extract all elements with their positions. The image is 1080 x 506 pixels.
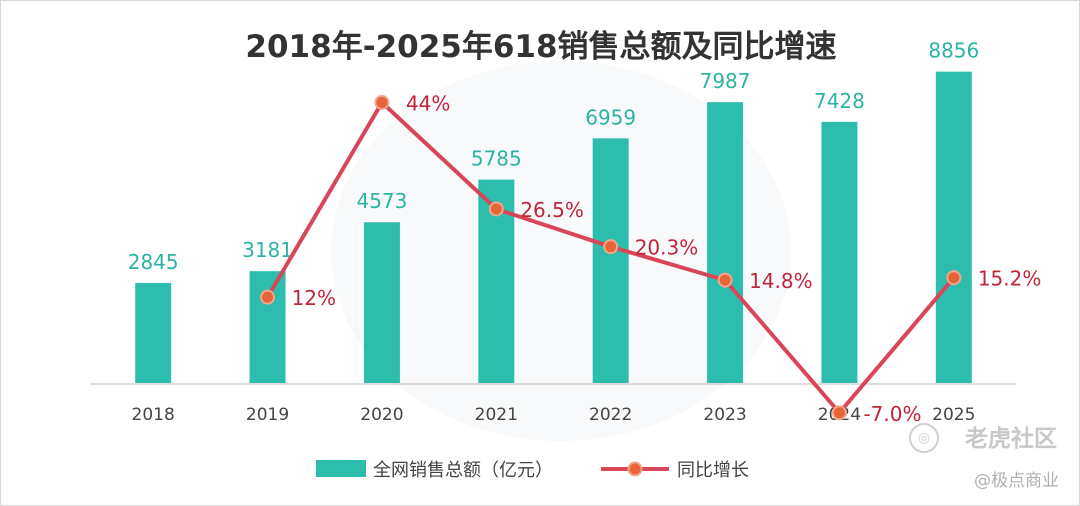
watermark-credit: @极点商业 — [974, 471, 1059, 491]
growth-label-2020: 44% — [406, 92, 450, 116]
x-tick-2018: 2018 — [132, 405, 175, 425]
x-tick-2021: 2021 — [475, 405, 518, 425]
legend-label-line: 同比增长 — [677, 460, 749, 481]
growth-point-2023 — [717, 272, 733, 288]
bar-2019 — [249, 271, 286, 383]
growth-label-2021: 26.5% — [520, 198, 584, 222]
watermark-brand: 老虎社区 — [965, 426, 1057, 452]
bar-label-2021: 5785 — [471, 147, 522, 171]
growth-label-2023: 14.8% — [749, 269, 813, 293]
bar-label-2018: 2845 — [128, 250, 179, 274]
growth-point-2024 — [831, 405, 847, 421]
legend-marker-line — [627, 461, 643, 477]
growth-point-2019 — [260, 289, 276, 305]
growth-label-2019: 12% — [292, 286, 336, 310]
bar-2022 — [592, 138, 629, 383]
bar-label-2025: 8856 — [928, 39, 979, 63]
bar-2024 — [821, 121, 858, 383]
bar-label-2024: 7428 — [814, 89, 865, 113]
growth-label-2025: 15.2% — [978, 267, 1042, 291]
legend-swatch-bar — [316, 460, 366, 477]
x-tick-2022: 2022 — [589, 405, 632, 425]
tiger-logo-icon: ◎ — [909, 423, 939, 453]
x-tick-2025: 2025 — [932, 405, 975, 425]
background-watermark — [331, 61, 791, 441]
bar-label-2023: 7987 — [700, 69, 751, 93]
growth-label-2024: -7.0% — [863, 402, 921, 426]
bar-label-2022: 6959 — [585, 105, 636, 129]
bar-2025 — [935, 71, 972, 383]
growth-point-2025 — [946, 270, 962, 286]
growth-point-2022 — [603, 239, 619, 255]
bar-2023 — [707, 102, 744, 383]
growth-label-2022: 20.3% — [635, 236, 699, 260]
growth-point-2021 — [488, 201, 504, 217]
x-tick-2019: 2019 — [246, 405, 289, 425]
chart-title: 2018年-2025年618销售总额及同比增速 — [245, 29, 837, 65]
x-tick-2020: 2020 — [360, 405, 403, 425]
bar-label-2020: 4573 — [356, 189, 407, 213]
bar-2020 — [363, 222, 400, 383]
bar-2018 — [135, 282, 172, 383]
legend-label-bar: 全网销售总额（亿元） — [373, 460, 553, 481]
growth-point-2020 — [374, 95, 390, 110]
bar-label-2019: 3181 — [242, 238, 293, 262]
x-tick-2023: 2023 — [703, 405, 746, 425]
